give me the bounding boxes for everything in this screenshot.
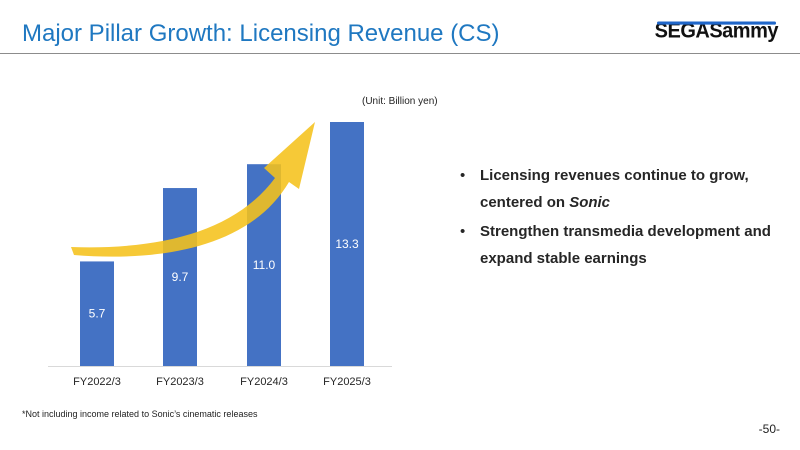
page-title: Major Pillar Growth: Licensing Revenue (… xyxy=(22,20,500,47)
logo-swoosh xyxy=(656,21,776,25)
data-label: 9.7 xyxy=(172,270,189,284)
bullet-text: Licensing revenues continue to grow, cen… xyxy=(480,167,749,211)
data-label: 11.0 xyxy=(253,258,276,272)
page-number: -50- xyxy=(758,422,780,436)
bar-fy2023-3 xyxy=(163,188,197,366)
bullet-list: • Licensing revenues continue to grow, c… xyxy=(458,162,778,274)
logo-text: SEGASammy xyxy=(654,19,779,43)
trend-arrow-shape xyxy=(71,122,315,257)
x-tick-label: FY2023/3 xyxy=(156,376,204,388)
bullet-item-2: • Strengthen transmedia development and … xyxy=(458,218,778,272)
bullet-glyph: • xyxy=(460,167,466,184)
data-label: 5.7 xyxy=(89,307,106,321)
bullet-glyph: • xyxy=(460,223,466,240)
segasammy-logo: SEGASammy xyxy=(654,19,779,43)
x-tick-label: FY2024/3 xyxy=(240,376,288,388)
bullet-item-1: • Licensing revenues continue to grow, c… xyxy=(458,162,778,216)
bar-fy2022-3 xyxy=(80,261,114,366)
x-tick-label: FY2022/3 xyxy=(73,376,121,388)
trend-arrow xyxy=(71,122,315,257)
bullet-emphasis: Sonic xyxy=(569,194,611,211)
data-label: 13.3 xyxy=(335,237,359,251)
bar-fy2025-3 xyxy=(330,122,364,366)
x-tick-label: FY2025/3 xyxy=(323,376,371,388)
chart-unit-note: (Unit: Billion yen) xyxy=(362,96,438,107)
bullet-text: Strengthen transmedia development and ex… xyxy=(480,223,771,267)
footnote: *Not including income related to Sonic’s… xyxy=(22,409,258,419)
header-divider xyxy=(0,53,800,54)
labels-layer: 5.7 FY2022/3 9.7 FY2023/3 11.0 FY2024/3 13.3 FY… xyxy=(73,237,371,388)
